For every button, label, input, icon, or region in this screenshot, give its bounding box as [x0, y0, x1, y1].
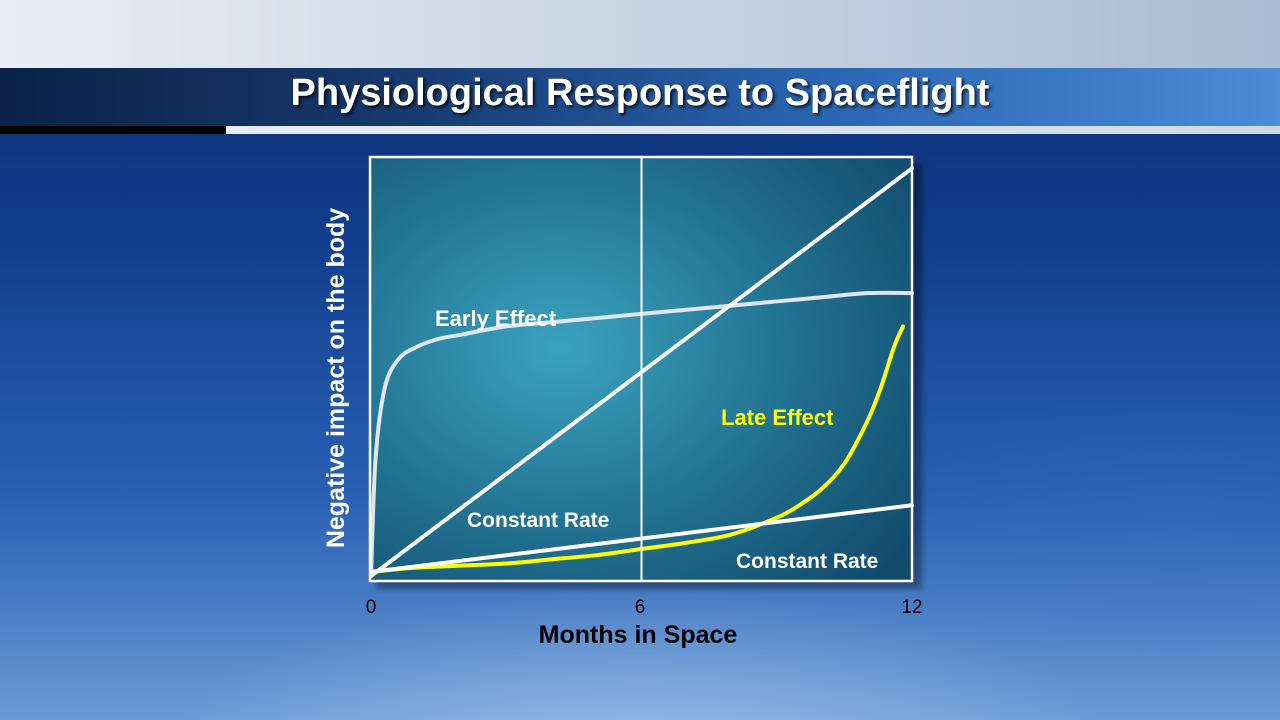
- series-line-early-effect-0: [369, 290, 914, 578]
- x-axis-label: Months in Space: [539, 621, 738, 649]
- title-underline-dark: [0, 126, 226, 134]
- annotation-early-effect: Early Effect: [435, 306, 557, 331]
- x-tick-label-0: 0: [366, 597, 377, 618]
- annotation-constant-rate-2: Constant Rate: [736, 550, 878, 573]
- title-bar: [0, 68, 1280, 126]
- y-axis-label: Negative impact on the body: [322, 208, 350, 548]
- page-title: Physiological Response to Spaceflight: [290, 72, 990, 114]
- top-banner: [0, 0, 1280, 68]
- annotation-late-effect: Late Effect: [721, 405, 834, 430]
- title-underline-light: [226, 126, 1280, 134]
- x-tick-label-12: 12: [901, 597, 922, 618]
- x-tick-label-6: 6: [635, 597, 646, 618]
- annotation-constant-rate-1: Constant Rate: [467, 509, 609, 532]
- series-line-late-effect-2: [369, 324, 905, 574]
